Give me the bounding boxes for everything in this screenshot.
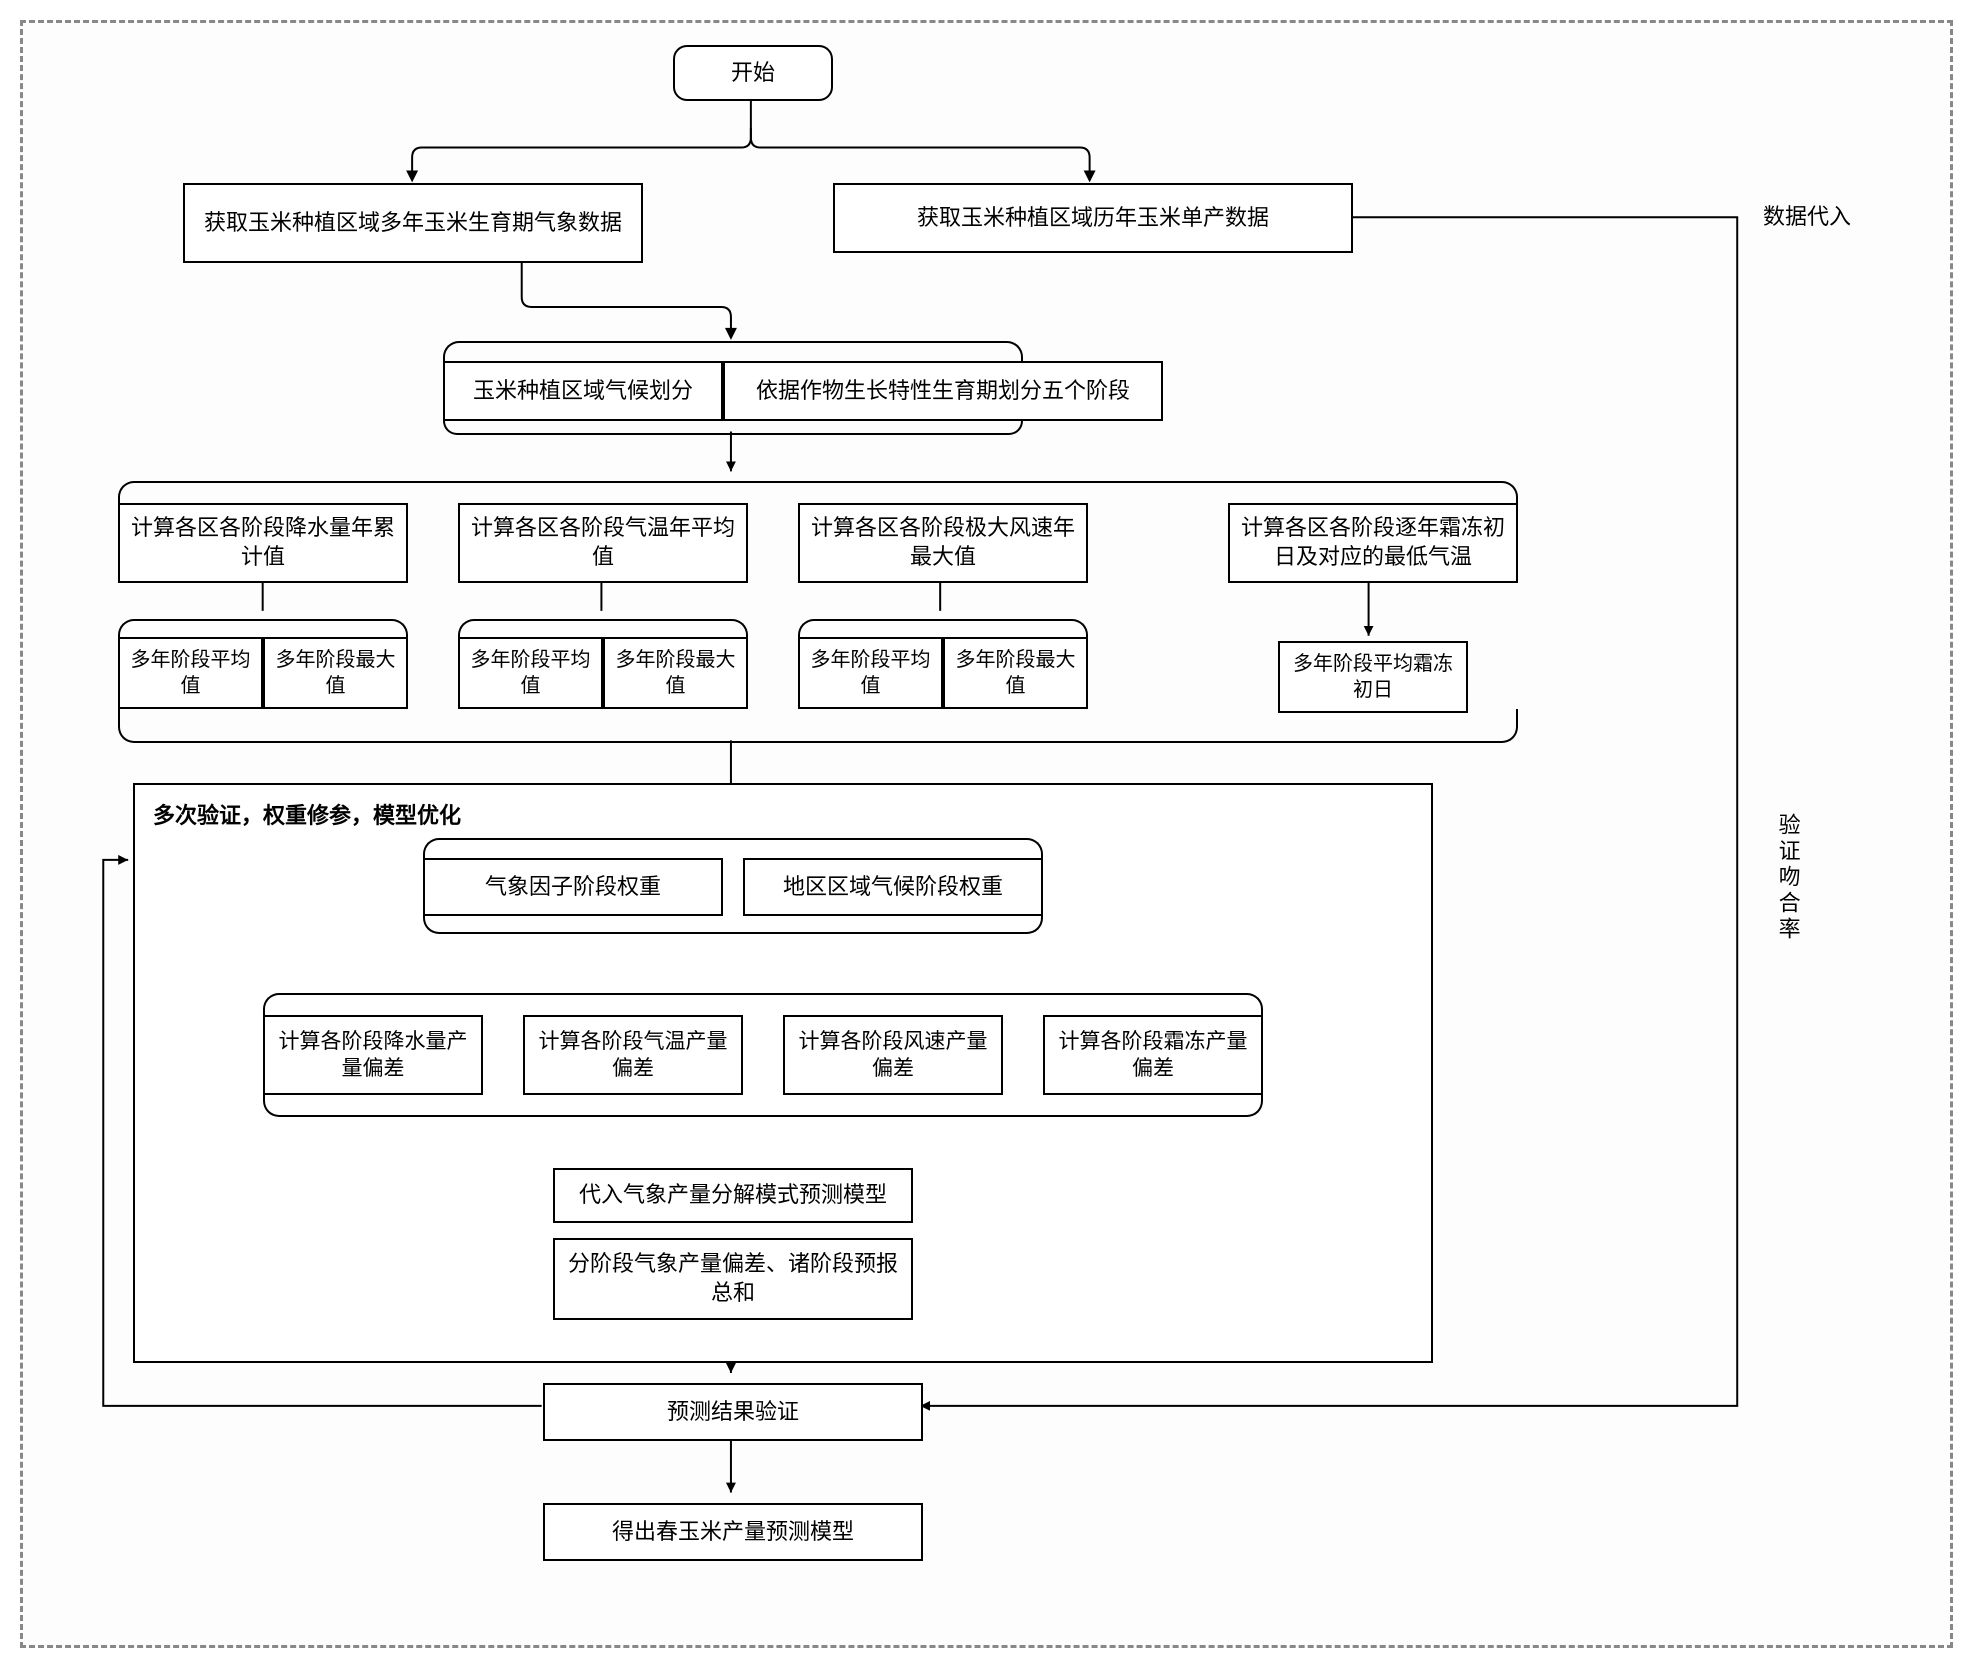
node-start: 开始 bbox=[673, 45, 833, 101]
node-dev-wind-label: 计算各阶段风速产量偏差 bbox=[795, 1028, 991, 1083]
inner-box-label: 多次验证，权重修参，模型优化 bbox=[153, 798, 461, 830]
node-frost-avg-label: 多年阶段平均霜冻初日 bbox=[1290, 651, 1456, 703]
node-get-meteo-label: 获取玉米种植区域多年玉米生育期气象数据 bbox=[204, 209, 622, 238]
bracket-dev-top bbox=[263, 993, 1263, 1015]
bracket-weights-bottom bbox=[423, 916, 1043, 934]
node-avg1-label: 多年阶段平均值 bbox=[130, 647, 251, 699]
node-dev-precip: 计算各阶段降水量产量偏差 bbox=[263, 1015, 483, 1095]
node-dev-wind: 计算各阶段风速产量偏差 bbox=[783, 1015, 1003, 1095]
bracket-row2-bottom bbox=[443, 421, 1023, 435]
flowchart-canvas: 开始 获取玉米种植区域多年玉米生育期气象数据 获取玉米种植区域历年玉米单产数据 … bbox=[20, 20, 1953, 1648]
bracket-pair2-top bbox=[458, 619, 748, 637]
node-avg2: 多年阶段平均值 bbox=[458, 637, 603, 709]
node-dev-frost: 计算各阶段霜冻产量偏差 bbox=[1043, 1015, 1263, 1095]
node-sum-stage-label: 分阶段气象产量偏差、诸阶段预报总和 bbox=[565, 1250, 901, 1307]
node-climate-div: 玉米种植区域气候划分 bbox=[443, 361, 723, 421]
node-calc-temp: 计算各区各阶段气温年平均值 bbox=[458, 503, 748, 583]
bracket-pair1-top bbox=[118, 619, 408, 637]
node-calc-frost-label: 计算各区各阶段逐年霜冻初日及对应的最低气温 bbox=[1240, 514, 1506, 571]
label-data-in: 数据代入 bbox=[1763, 203, 1851, 232]
node-climate-div-label: 玉米种植区域气候划分 bbox=[473, 377, 693, 406]
node-weight-meteo: 气象因子阶段权重 bbox=[423, 858, 723, 916]
node-max2: 多年阶段最大值 bbox=[603, 637, 748, 709]
node-start-label: 开始 bbox=[731, 59, 775, 88]
node-calc-frost: 计算各区各阶段逐年霜冻初日及对应的最低气温 bbox=[1228, 503, 1518, 583]
node-calc-precip-label: 计算各区各阶段降水量年累计值 bbox=[130, 514, 396, 571]
node-validate-label: 预测结果验证 bbox=[667, 1398, 799, 1427]
bracket-pair3-top bbox=[798, 619, 1088, 637]
node-weight-region: 地区区域气候阶段权重 bbox=[743, 858, 1043, 916]
node-avg1: 多年阶段平均值 bbox=[118, 637, 263, 709]
bracket-dev-bottom bbox=[263, 1095, 1263, 1117]
bracket-weights-top bbox=[423, 838, 1043, 858]
bracket-row2-top bbox=[443, 341, 1023, 361]
node-sum-stage: 分阶段气象产量偏差、诸阶段预报总和 bbox=[553, 1238, 913, 1320]
bracket-row3-top bbox=[118, 481, 1518, 503]
node-calc-wind-label: 计算各区各阶段极大风速年最大值 bbox=[810, 514, 1076, 571]
node-max2-label: 多年阶段最大值 bbox=[615, 647, 736, 699]
node-result: 得出春玉米产量预测模型 bbox=[543, 1503, 923, 1561]
node-validate: 预测结果验证 bbox=[543, 1383, 923, 1441]
node-calc-temp-label: 计算各区各阶段气温年平均值 bbox=[470, 514, 736, 571]
node-get-meteo: 获取玉米种植区域多年玉米生育期气象数据 bbox=[183, 183, 643, 263]
node-dev-precip-label: 计算各阶段降水量产量偏差 bbox=[275, 1028, 471, 1083]
node-max1: 多年阶段最大值 bbox=[263, 637, 408, 709]
node-avg3: 多年阶段平均值 bbox=[798, 637, 943, 709]
node-calc-precip: 计算各区各阶段降水量年累计值 bbox=[118, 503, 408, 583]
node-max3-label: 多年阶段最大值 bbox=[955, 647, 1076, 699]
node-stage-div-label: 依据作物生长特性生育期划分五个阶段 bbox=[756, 377, 1130, 406]
node-model-in-label: 代入气象产量分解模式预测模型 bbox=[579, 1181, 887, 1210]
node-get-yield: 获取玉米种植区域历年玉米单产数据 bbox=[833, 183, 1353, 253]
node-stage-div: 依据作物生长特性生育期划分五个阶段 bbox=[723, 361, 1163, 421]
node-frost-avg: 多年阶段平均霜冻初日 bbox=[1278, 641, 1468, 713]
node-max3: 多年阶段最大值 bbox=[943, 637, 1088, 709]
node-avg2-label: 多年阶段平均值 bbox=[470, 647, 591, 699]
node-weight-meteo-label: 气象因子阶段权重 bbox=[485, 873, 661, 902]
node-dev-temp: 计算各阶段气温产量偏差 bbox=[523, 1015, 743, 1095]
node-calc-wind: 计算各区各阶段极大风速年最大值 bbox=[798, 503, 1088, 583]
node-weight-region-label: 地区区域气候阶段权重 bbox=[783, 873, 1003, 902]
node-max1-label: 多年阶段最大值 bbox=[275, 647, 396, 699]
node-dev-temp-label: 计算各阶段气温产量偏差 bbox=[535, 1028, 731, 1083]
node-dev-frost-label: 计算各阶段霜冻产量偏差 bbox=[1055, 1028, 1251, 1083]
bracket-row4-bottom bbox=[118, 709, 1518, 743]
node-result-label: 得出春玉米产量预测模型 bbox=[612, 1518, 854, 1547]
node-model-in: 代入气象产量分解模式预测模型 bbox=[553, 1168, 913, 1223]
label-match-rate: 验证吻合率 bbox=[1773, 813, 1802, 943]
node-avg3-label: 多年阶段平均值 bbox=[810, 647, 931, 699]
node-get-yield-label: 获取玉米种植区域历年玉米单产数据 bbox=[917, 204, 1269, 233]
